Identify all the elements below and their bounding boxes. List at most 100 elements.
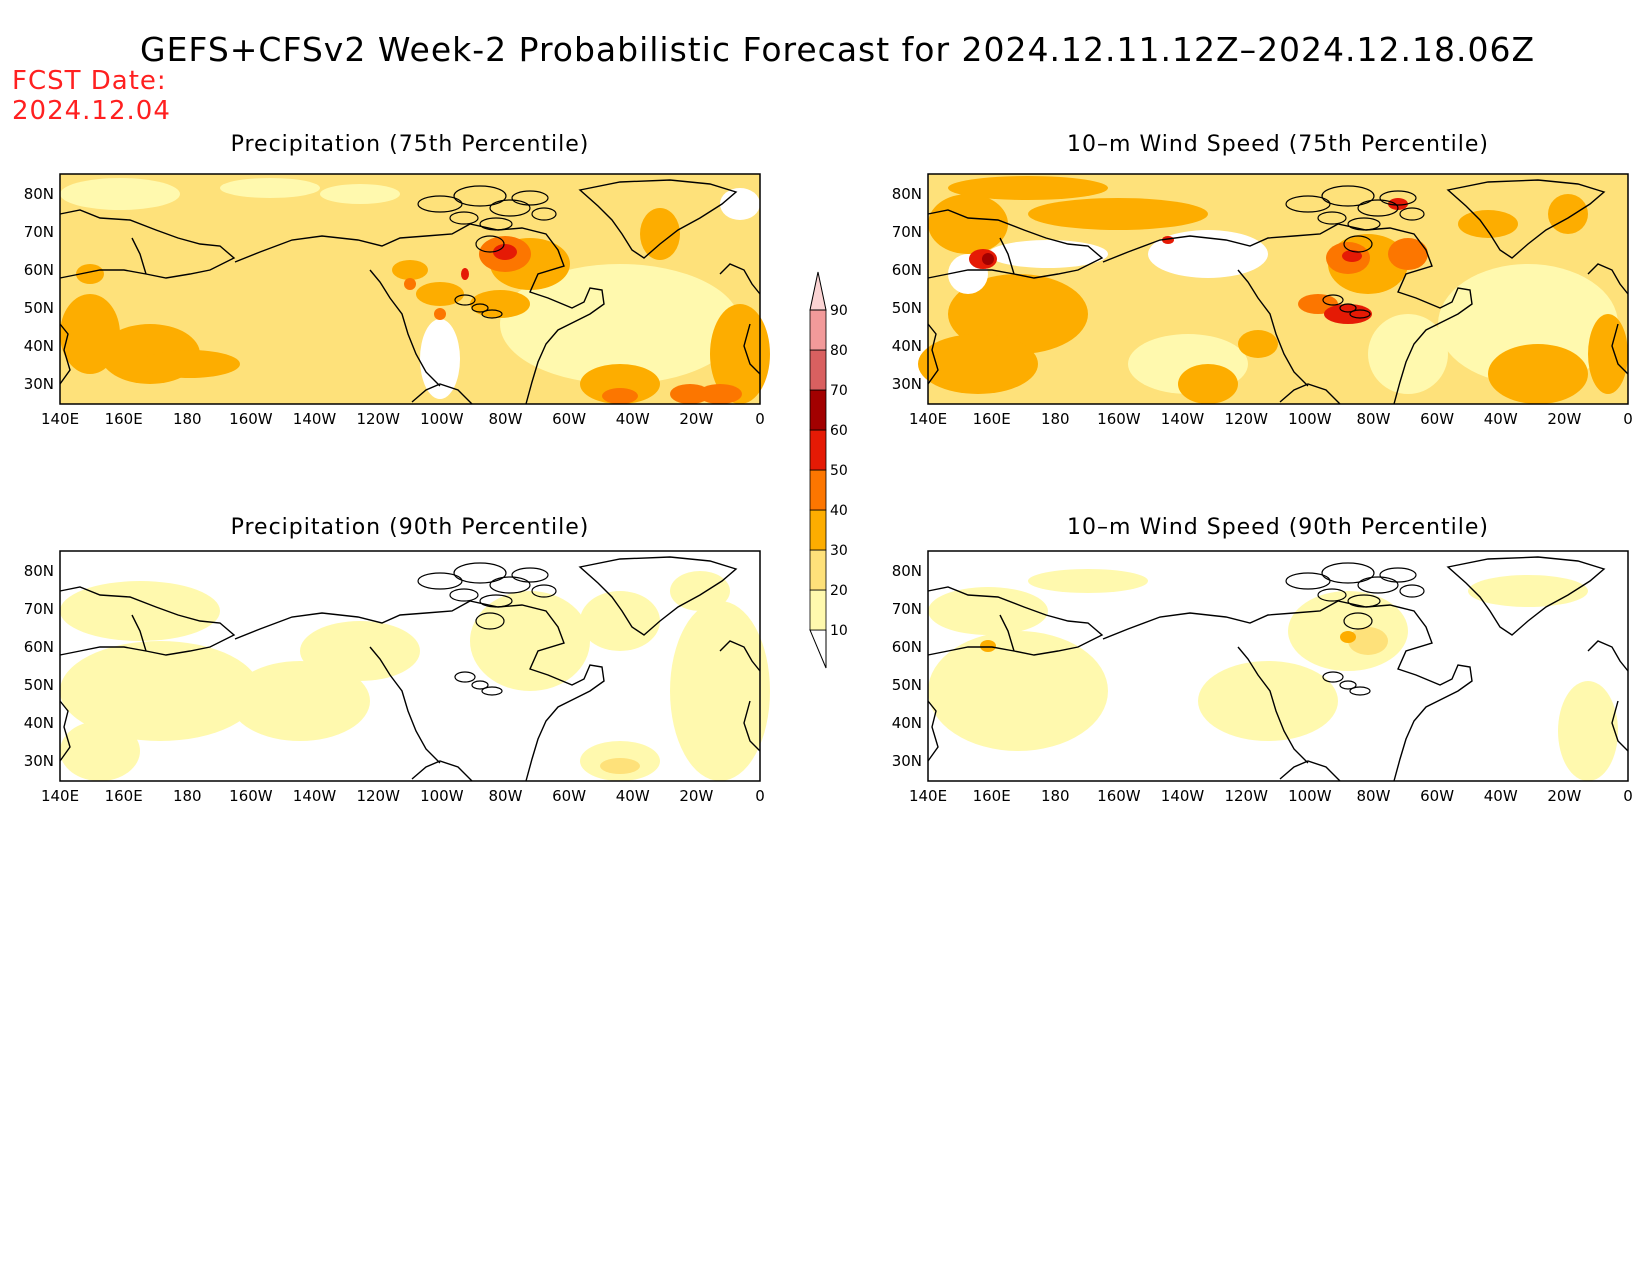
map-precip90: [59, 550, 770, 782]
lon-tick-label: 140W: [1160, 787, 1205, 805]
precip75-island-0: [417, 195, 463, 213]
wind75-shade-24: [982, 253, 994, 265]
precip75-island-2: [489, 199, 531, 217]
lat-tick-label: 30N: [891, 375, 922, 393]
precip90-shade-1: [60, 641, 260, 741]
lat-tick-label: 40N: [891, 337, 922, 355]
precip75-shade-2: [320, 184, 400, 204]
wind75-coast-europe: [1587, 263, 1629, 375]
wind90-shade-5: [1468, 575, 1588, 607]
wind90-shade-8: [1340, 631, 1356, 643]
wind90-shade-1: [928, 587, 1048, 635]
wind90-shade-9: [980, 640, 996, 652]
precip90-island-0: [417, 572, 463, 590]
lon-tick-label: 120W: [356, 410, 400, 428]
colorbar-label: 90: [830, 303, 848, 319]
precip75-shade-8: [140, 350, 240, 378]
lon-tick-label: 60W: [1420, 787, 1455, 805]
wind75-shade-19: [1178, 364, 1238, 404]
precip75-shade-13: [602, 388, 638, 404]
colorbar-segment: [809, 589, 827, 631]
wind75-island-4: [1317, 211, 1347, 225]
lon-tick-label: 160W: [229, 787, 273, 805]
colorbar-segment: [809, 389, 827, 431]
precip90-shade-9: [600, 758, 640, 774]
precip75-coast-gulf: [411, 383, 473, 405]
lon-tick-label: 20W: [679, 410, 714, 428]
precip75-coast-kamchatka: [131, 237, 147, 275]
colorbar-label: 50: [830, 463, 848, 479]
precip75-shade-16: [493, 244, 517, 260]
wind75-shade-14: [1388, 238, 1428, 270]
colorbar-segment: [809, 509, 827, 551]
map-precip75: [59, 173, 770, 405]
lon-tick-label: 180: [1040, 787, 1070, 805]
precip90-island-4: [449, 588, 479, 602]
lat-tick-label: 50N: [891, 676, 922, 694]
lon-tick-label: 100W: [420, 787, 464, 805]
lon-tick-label: 160E: [972, 410, 1011, 428]
precip90-shade-4: [300, 621, 420, 681]
lat-tick-label: 80N: [891, 185, 922, 203]
precip90-island-5: [479, 594, 513, 608]
lon-tick-label: 160W: [1097, 410, 1141, 428]
wind75-shade-7: [1148, 230, 1268, 278]
wind90-shade-6: [1558, 681, 1618, 781]
lat-tick-label: 80N: [891, 562, 922, 580]
colorbar-label: 80: [830, 343, 848, 359]
colorbar-segment: [809, 469, 827, 511]
precip75-shade-12: [670, 384, 710, 404]
wind90-shade-2: [1028, 569, 1148, 593]
precip90-coast-kamchatka: [131, 614, 147, 652]
precip75-lake-2: [481, 309, 503, 319]
precip75-shade-10: [580, 364, 660, 404]
lat-tick-label: 40N: [891, 714, 922, 732]
precip90-lake-1: [471, 680, 489, 690]
precip75-coast-asia: [59, 209, 236, 279]
precip90-island-6: [531, 584, 557, 598]
colorbar-segment: [809, 309, 827, 351]
wind75-coast-gulf: [1279, 383, 1341, 405]
lon-tick-label: 140E: [40, 787, 80, 805]
precip75-shade-1: [220, 178, 320, 198]
lat-tick-label: 30N: [23, 752, 54, 770]
wind90-coast-greenland: [1446, 556, 1606, 636]
lon-tick-label: 160E: [104, 410, 143, 428]
lat-tick-label: 70N: [23, 600, 54, 618]
precip90-shade-10: [670, 571, 730, 611]
panel-title-wind90: 10–m Wind Speed (90th Percentile): [1067, 515, 1489, 540]
wind75-shade-22: [1324, 304, 1372, 324]
precip90-lake-2: [481, 686, 503, 696]
precip90-island-3: [511, 567, 549, 583]
wind90-island-3: [1379, 567, 1417, 583]
wind90-lake-2: [1349, 686, 1371, 696]
precip90-shade-6: [580, 591, 660, 651]
precip90-frame: [59, 550, 761, 782]
lat-tick-label: 40N: [23, 714, 54, 732]
wind75-shade-16: [1548, 194, 1588, 234]
lon-tick-label: 0: [755, 787, 765, 805]
lon-tick-label: 0: [1623, 787, 1633, 805]
wind75-coast-north-america: [1102, 223, 1473, 405]
precip90-island-1: [453, 562, 507, 584]
map-wind75: [918, 173, 1629, 405]
wind75-shade-17: [1488, 344, 1588, 404]
wind75-island-6: [1399, 207, 1425, 221]
precip90-shade-3: [230, 661, 370, 741]
wind90-island-6: [1399, 584, 1425, 598]
lat-tick-label: 50N: [23, 299, 54, 317]
wind75-shade-1: [1028, 198, 1208, 230]
colorbar-bottom-triangle: [809, 629, 827, 669]
precip75-frame: [59, 173, 761, 405]
wind90-lake-0: [1322, 671, 1344, 683]
precip90-coast-greenland: [578, 556, 738, 636]
precip75-coast-greenland: [578, 179, 738, 259]
precip75-shade-19: [416, 282, 464, 306]
colorbar-label: 10: [830, 623, 848, 639]
panel-title-wind75: 10–m Wind Speed (75th Percentile): [1067, 132, 1489, 157]
lat-tick-label: 30N: [23, 375, 54, 393]
lon-tick-label: 120W: [356, 787, 400, 805]
colorbar-label: 60: [830, 423, 848, 439]
wind75-island-7: [1343, 235, 1373, 253]
lon-tick-label: 160E: [104, 787, 143, 805]
